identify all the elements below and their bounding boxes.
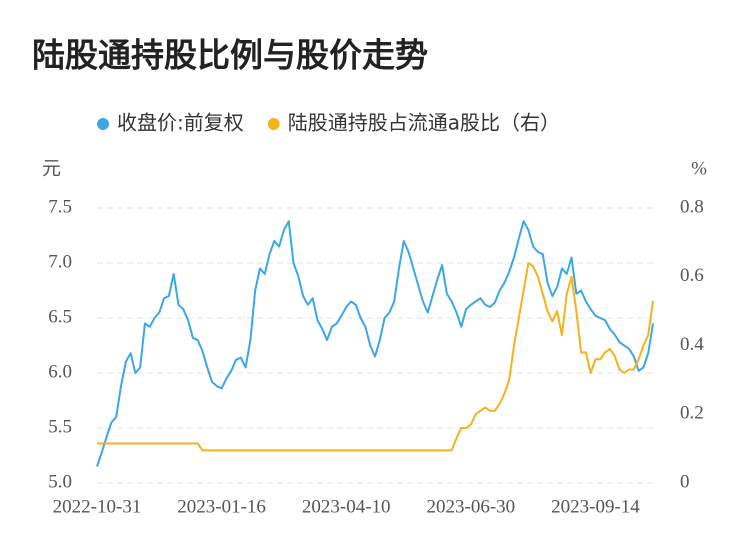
series-line bbox=[97, 262, 654, 452]
x-tick-label: 2023-01-16 bbox=[177, 496, 266, 517]
y2-tick-label: 0.8 bbox=[680, 196, 704, 217]
y2-tick-label: 0 bbox=[680, 471, 690, 492]
y-tick-label: 7.0 bbox=[48, 251, 72, 272]
x-tick-label: 2022-10-31 bbox=[53, 496, 142, 517]
y-axis-unit: 元 bbox=[42, 158, 61, 179]
legend-label: 陆股通持股占流通a股比（右） bbox=[288, 111, 560, 135]
legend-marker bbox=[267, 118, 280, 130]
y2-tick-label: 0.2 bbox=[680, 403, 704, 424]
chart-title: 陆股通持股比例与股价走势 bbox=[32, 36, 428, 75]
x-tick-label: 2023-04-10 bbox=[302, 496, 391, 517]
y2-tick-label: 0.4 bbox=[680, 334, 704, 355]
x-tick-label: 2023-09-14 bbox=[551, 496, 640, 517]
legend-label: 收盘价:前复权 bbox=[117, 111, 244, 135]
x-tick-label: 2023-06-30 bbox=[427, 496, 516, 517]
y-tick-label: 6.0 bbox=[48, 361, 72, 382]
series-line bbox=[96, 220, 654, 467]
y-tick-label: 7.5 bbox=[48, 196, 72, 217]
y-tick-label: 5.5 bbox=[48, 416, 72, 437]
legend-marker bbox=[97, 118, 109, 130]
y2-tick-label: 0.6 bbox=[680, 265, 704, 286]
y-tick-label: 6.5 bbox=[48, 306, 72, 327]
y2-axis-unit: % bbox=[691, 158, 707, 179]
y-tick-label: 5.0 bbox=[48, 471, 72, 492]
